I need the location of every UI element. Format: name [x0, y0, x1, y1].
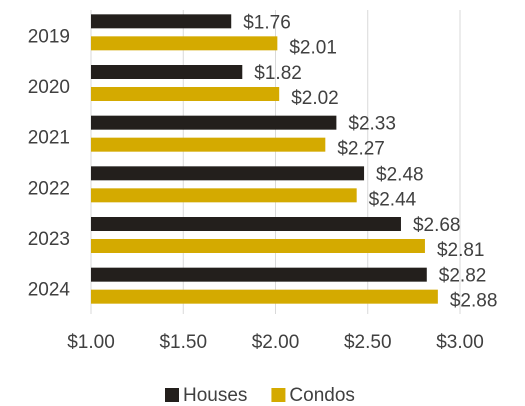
- bar: [91, 87, 280, 101]
- y-tick-label: 2022: [28, 178, 70, 199]
- data-label: $2.81: [437, 240, 485, 261]
- data-label: $2.48: [376, 164, 424, 185]
- data-label: $2.33: [348, 114, 396, 135]
- bar: [91, 166, 365, 181]
- bar: [91, 115, 337, 130]
- bar: [91, 65, 243, 79]
- y-tick-label: 2024: [28, 280, 71, 301]
- legend-label: Condos: [289, 385, 355, 406]
- x-tick-label: $1.50: [159, 332, 207, 353]
- data-label: $2.27: [337, 139, 385, 160]
- data-label: $2.44: [369, 189, 417, 210]
- y-tick-label: 2021: [28, 128, 70, 149]
- x-tick-label: $2.00: [252, 332, 300, 353]
- bar: [91, 36, 278, 51]
- data-label: $1.82: [254, 63, 302, 84]
- legend-swatch: [271, 388, 286, 402]
- bar: [91, 137, 326, 152]
- bar: [91, 14, 232, 29]
- data-label: $2.02: [291, 88, 339, 109]
- x-tick-label: $2.50: [344, 332, 392, 353]
- data-label: $2.88: [450, 291, 498, 312]
- data-label: $2.68: [413, 215, 461, 236]
- y-tick-label: 2019: [28, 26, 70, 47]
- bar: [91, 217, 401, 231]
- x-tick-label: $3.00: [436, 332, 484, 353]
- data-label: $1.76: [243, 12, 291, 33]
- legend-swatch: [165, 388, 179, 402]
- bar: [91, 289, 438, 304]
- bar: [91, 267, 427, 282]
- x-tick-label: $1.00: [67, 332, 115, 353]
- data-label: $2.82: [439, 266, 487, 287]
- y-tick-label: 2020: [28, 77, 70, 98]
- legend-label: Houses: [183, 385, 247, 406]
- data-label: $2.01: [289, 37, 337, 58]
- bar: [91, 239, 425, 253]
- y-tick-label: 2023: [28, 229, 70, 250]
- bar: [91, 188, 357, 203]
